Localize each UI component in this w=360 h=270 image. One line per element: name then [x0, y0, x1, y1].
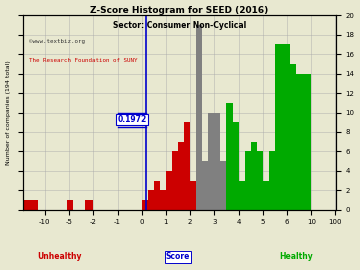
Bar — [226, 103, 233, 210]
Text: Score: Score — [166, 252, 190, 261]
Bar — [269, 151, 275, 210]
Text: Sector: Consumer Non-Cyclical: Sector: Consumer Non-Cyclical — [113, 21, 246, 30]
Bar — [190, 181, 196, 210]
Bar — [239, 181, 245, 210]
Bar — [154, 181, 160, 210]
Bar — [23, 200, 37, 210]
Bar — [251, 142, 257, 210]
Bar — [263, 181, 269, 210]
Bar — [257, 151, 263, 210]
Bar — [184, 122, 190, 210]
Bar — [233, 122, 239, 210]
Bar — [166, 171, 172, 210]
Bar — [148, 190, 154, 210]
Text: 0.1972: 0.1972 — [117, 115, 147, 124]
Text: ©www.textbiz.org: ©www.textbiz.org — [29, 39, 85, 44]
Bar — [220, 161, 226, 210]
Bar — [293, 74, 311, 210]
Bar — [214, 113, 220, 210]
Text: Unhealthy: Unhealthy — [37, 252, 82, 261]
Bar — [67, 200, 73, 210]
Y-axis label: Number of companies (194 total): Number of companies (194 total) — [5, 60, 10, 165]
Bar — [290, 64, 296, 210]
Bar — [142, 200, 148, 210]
Text: Healthy: Healthy — [279, 252, 313, 261]
Text: The Research Foundation of SUNY: The Research Foundation of SUNY — [29, 58, 138, 63]
Bar — [202, 161, 208, 210]
Bar — [160, 190, 166, 210]
Bar — [245, 151, 251, 210]
Bar — [196, 25, 202, 210]
Bar — [172, 151, 178, 210]
Bar — [178, 142, 184, 210]
Title: Z-Score Histogram for SEED (2016): Z-Score Histogram for SEED (2016) — [90, 6, 269, 15]
Bar — [85, 200, 93, 210]
Bar — [275, 45, 290, 210]
Bar — [208, 113, 214, 210]
